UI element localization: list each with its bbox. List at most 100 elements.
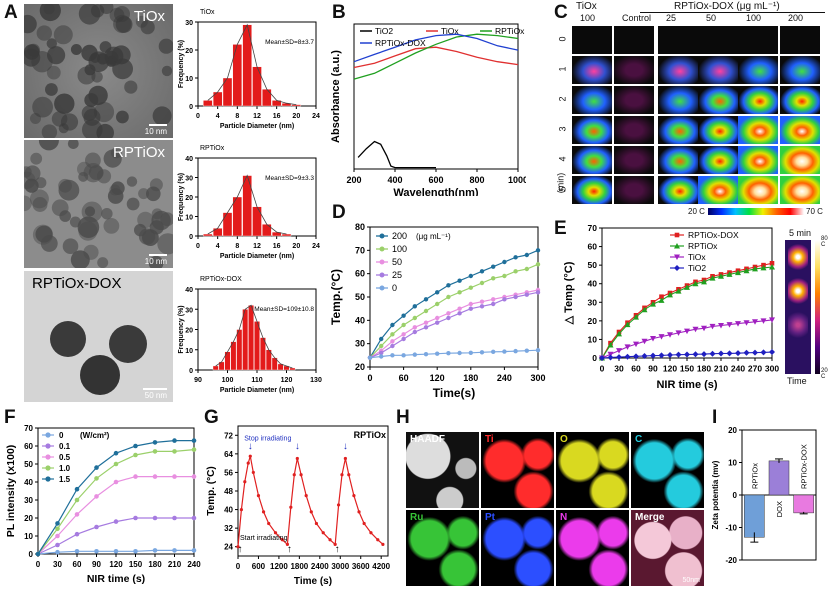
inset-scale-min: 20 C — [821, 368, 828, 380]
pl-point — [94, 549, 99, 554]
thermal-cell — [614, 146, 654, 174]
x-tick-label: 150 — [680, 364, 694, 374]
x-axis-label: Time(s) — [433, 386, 475, 400]
x-tick-label: 0 — [236, 562, 241, 571]
temperature-point — [513, 269, 518, 274]
heating-cycle-point — [340, 473, 344, 477]
thermal-cell — [780, 86, 820, 114]
x-tick-label: 16 — [273, 113, 281, 120]
panel-letter-i: I — [712, 407, 718, 428]
y-axis-label: Frequency (%) — [178, 40, 185, 88]
pl-point — [113, 450, 119, 456]
heating-cycle-point — [336, 503, 341, 507]
particle — [146, 186, 161, 202]
particle — [107, 188, 124, 204]
particle — [126, 197, 140, 211]
panel-letter-f: F — [4, 407, 16, 428]
row-label: 2 — [557, 96, 568, 102]
legend-marker — [674, 254, 680, 260]
heating-cycle-point — [309, 510, 313, 514]
temperature-point — [479, 269, 485, 274]
particle — [70, 44, 82, 55]
particle — [161, 65, 173, 77]
particle — [78, 4, 101, 25]
particle — [140, 20, 155, 35]
x-tick-label: 60 — [631, 364, 641, 374]
delta-temp-series-line — [601, 266, 773, 359]
heating-cycle-point — [321, 531, 325, 535]
absorbance-series-line — [353, 33, 519, 63]
particle — [77, 66, 96, 85]
delta-temp-point — [607, 354, 614, 361]
heating-cycle-point — [295, 456, 299, 461]
thermal-cell — [780, 116, 820, 144]
y-axis-label: Temp.(°C) — [330, 269, 343, 325]
y-axis-label: Zeta potentia (mv) — [711, 460, 720, 529]
y-tick-label: 70 — [355, 245, 365, 255]
thermal-cell — [698, 176, 738, 204]
heating-cycle-point — [333, 542, 337, 546]
thermal-cell — [738, 176, 778, 204]
x-tick-label: 16 — [273, 243, 281, 250]
delta-temp-point — [607, 342, 614, 348]
inset-title: 5 min — [789, 228, 812, 238]
thermal-cell — [738, 86, 778, 114]
temperature-point — [491, 297, 496, 302]
x-tick-label: 130 — [310, 377, 322, 384]
delta-temp-point — [701, 278, 707, 285]
x-tick-label: 3600 — [352, 562, 370, 571]
y-axis-label: △ Temp (°C) — [563, 261, 575, 325]
pl-point — [113, 461, 119, 467]
y-tick-label: 10 — [185, 348, 193, 355]
delta-temp-point — [726, 350, 733, 357]
pl-point — [191, 515, 197, 521]
temperature-point — [446, 351, 451, 356]
x-tick-label: 2400 — [311, 562, 329, 571]
x-tick-label: 210 — [168, 560, 182, 569]
x-tick-label: 4 — [216, 243, 220, 250]
delta-temp-point — [692, 351, 699, 358]
temperature-point — [535, 348, 541, 353]
thermal-cell — [572, 56, 612, 84]
histogram-bar — [254, 321, 260, 371]
scale-bar — [149, 124, 167, 126]
temperature-point — [535, 248, 541, 253]
thermal-cell — [614, 176, 654, 204]
temperature-point — [524, 266, 529, 272]
x-tick-label: 0 — [196, 243, 200, 250]
temperature-point — [446, 283, 451, 288]
color-scale-bar — [708, 208, 804, 215]
heating-cycle-point — [299, 473, 303, 477]
start-arrow: ↑ — [335, 544, 340, 555]
particle — [96, 123, 114, 138]
legend-title: (μg mL⁻¹) — [416, 232, 451, 241]
delta-temp-point — [692, 326, 699, 333]
pl-point — [133, 474, 138, 479]
tem-label: TiOx — [133, 8, 165, 25]
pl-point — [55, 549, 60, 555]
eds-mapping-grid: HAADF Ti O C Ru Pt N Merge 50nm — [406, 432, 706, 590]
legend-label: TiO2 — [688, 263, 706, 273]
temperature-point — [468, 285, 473, 290]
particle — [45, 83, 58, 96]
delta-temp-point — [633, 314, 639, 320]
pl-point — [152, 440, 158, 445]
temperature-point — [435, 290, 440, 295]
panel-letter-d: D — [332, 202, 346, 223]
temperature-point — [502, 259, 507, 265]
heating-cycle-chart: 0 600 1200 1800 2400 3000 3600 4200 24 32 40 48 56 64… — [206, 425, 391, 587]
column-label: 200 — [788, 13, 804, 23]
delta-temp-point — [641, 352, 648, 359]
particle — [24, 178, 39, 193]
legend-label: 200 — [392, 231, 407, 241]
x-tick-label: 300 — [530, 373, 545, 383]
tem-image-rptiox-dox: RPTiOx-DOX 50 nm — [24, 271, 173, 402]
histogram-title: RPTiOx-DOX — [200, 276, 242, 283]
thermal-cell — [658, 176, 698, 204]
delta-temp-point — [735, 350, 741, 357]
temperature-point — [479, 280, 485, 286]
annotation-stop: Stop irradiating — [244, 436, 291, 443]
temperature-point — [513, 294, 518, 300]
temperature-point — [435, 315, 440, 321]
delta-temp-point — [650, 352, 656, 359]
